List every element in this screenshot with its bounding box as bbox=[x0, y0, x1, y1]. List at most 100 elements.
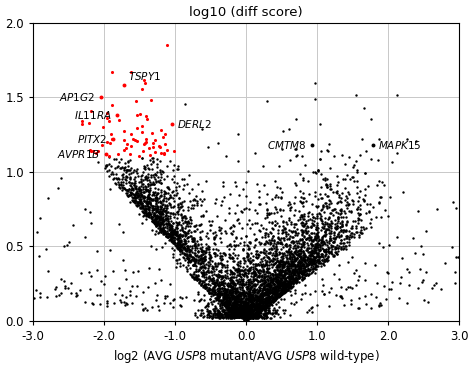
Point bbox=[300, 229, 307, 234]
Point bbox=[262, 240, 269, 246]
Point bbox=[170, 179, 178, 185]
Point bbox=[250, 312, 258, 318]
Point bbox=[335, 218, 342, 224]
Point bbox=[286, 274, 294, 280]
Point bbox=[158, 210, 165, 216]
Point bbox=[160, 221, 168, 227]
Point bbox=[170, 234, 177, 240]
Point bbox=[251, 270, 259, 276]
Point bbox=[273, 285, 280, 291]
Point bbox=[192, 267, 200, 273]
Point bbox=[226, 300, 233, 306]
Point bbox=[212, 232, 220, 238]
Point bbox=[234, 306, 242, 312]
Point bbox=[288, 279, 295, 285]
Point bbox=[347, 210, 355, 216]
Point bbox=[237, 273, 245, 279]
Point bbox=[186, 257, 193, 263]
Point bbox=[310, 245, 318, 251]
Point bbox=[262, 282, 270, 288]
Point bbox=[287, 221, 295, 227]
Point bbox=[313, 215, 321, 221]
Point bbox=[201, 283, 209, 289]
Point bbox=[232, 307, 240, 313]
Point bbox=[255, 297, 263, 303]
Point bbox=[243, 314, 251, 320]
Point bbox=[215, 291, 222, 297]
Point bbox=[242, 312, 250, 318]
Point bbox=[238, 313, 246, 319]
Point bbox=[278, 256, 285, 262]
Point bbox=[343, 246, 350, 252]
Point bbox=[272, 249, 280, 255]
Point bbox=[253, 304, 260, 310]
Point bbox=[291, 245, 299, 251]
Point bbox=[288, 254, 295, 260]
Point bbox=[385, 243, 393, 249]
Point bbox=[223, 295, 231, 301]
Point bbox=[266, 295, 273, 301]
Point bbox=[129, 186, 137, 192]
Point bbox=[228, 274, 235, 280]
Point bbox=[188, 273, 195, 279]
Point bbox=[248, 301, 255, 306]
Point bbox=[153, 220, 160, 226]
Point bbox=[255, 268, 262, 274]
Point bbox=[308, 242, 316, 247]
Point bbox=[264, 286, 271, 292]
Point bbox=[250, 272, 258, 278]
Point bbox=[126, 157, 133, 163]
Point bbox=[261, 234, 268, 240]
Point bbox=[127, 187, 135, 193]
Point bbox=[228, 315, 235, 321]
Point bbox=[321, 229, 329, 235]
Point bbox=[240, 309, 247, 315]
Point bbox=[177, 212, 184, 218]
Point bbox=[143, 187, 150, 193]
Point bbox=[373, 214, 380, 220]
Point bbox=[258, 281, 266, 287]
Point bbox=[244, 267, 251, 273]
Point bbox=[161, 216, 168, 221]
Point bbox=[218, 315, 225, 321]
Point bbox=[194, 241, 201, 247]
Point bbox=[194, 242, 201, 248]
Point bbox=[142, 184, 150, 190]
Point bbox=[262, 304, 269, 310]
Point bbox=[226, 311, 234, 316]
Point bbox=[171, 230, 179, 236]
Point bbox=[309, 222, 317, 228]
Point bbox=[236, 314, 243, 320]
Point bbox=[280, 252, 287, 257]
Point bbox=[145, 177, 153, 183]
Point bbox=[141, 209, 149, 215]
Point bbox=[253, 311, 261, 317]
Point bbox=[175, 236, 183, 242]
Point bbox=[260, 255, 268, 260]
Point bbox=[327, 242, 334, 248]
Point bbox=[250, 296, 257, 302]
Point bbox=[188, 236, 195, 242]
Point bbox=[285, 276, 292, 282]
Point bbox=[246, 286, 254, 292]
Point bbox=[307, 265, 314, 270]
Point bbox=[175, 244, 183, 250]
Point bbox=[235, 295, 242, 301]
Point bbox=[275, 262, 283, 268]
Point bbox=[315, 258, 322, 264]
Point bbox=[288, 229, 295, 234]
Point bbox=[252, 282, 259, 288]
Point bbox=[238, 267, 246, 273]
Point bbox=[250, 295, 258, 301]
Point bbox=[88, 220, 95, 226]
Point bbox=[354, 169, 361, 175]
Point bbox=[420, 296, 428, 302]
Point bbox=[136, 184, 143, 190]
Point bbox=[238, 225, 246, 231]
Point bbox=[258, 300, 265, 306]
Point bbox=[215, 310, 222, 316]
Point bbox=[221, 217, 229, 223]
Point bbox=[222, 293, 230, 299]
Point bbox=[238, 284, 246, 290]
Point bbox=[298, 271, 306, 277]
